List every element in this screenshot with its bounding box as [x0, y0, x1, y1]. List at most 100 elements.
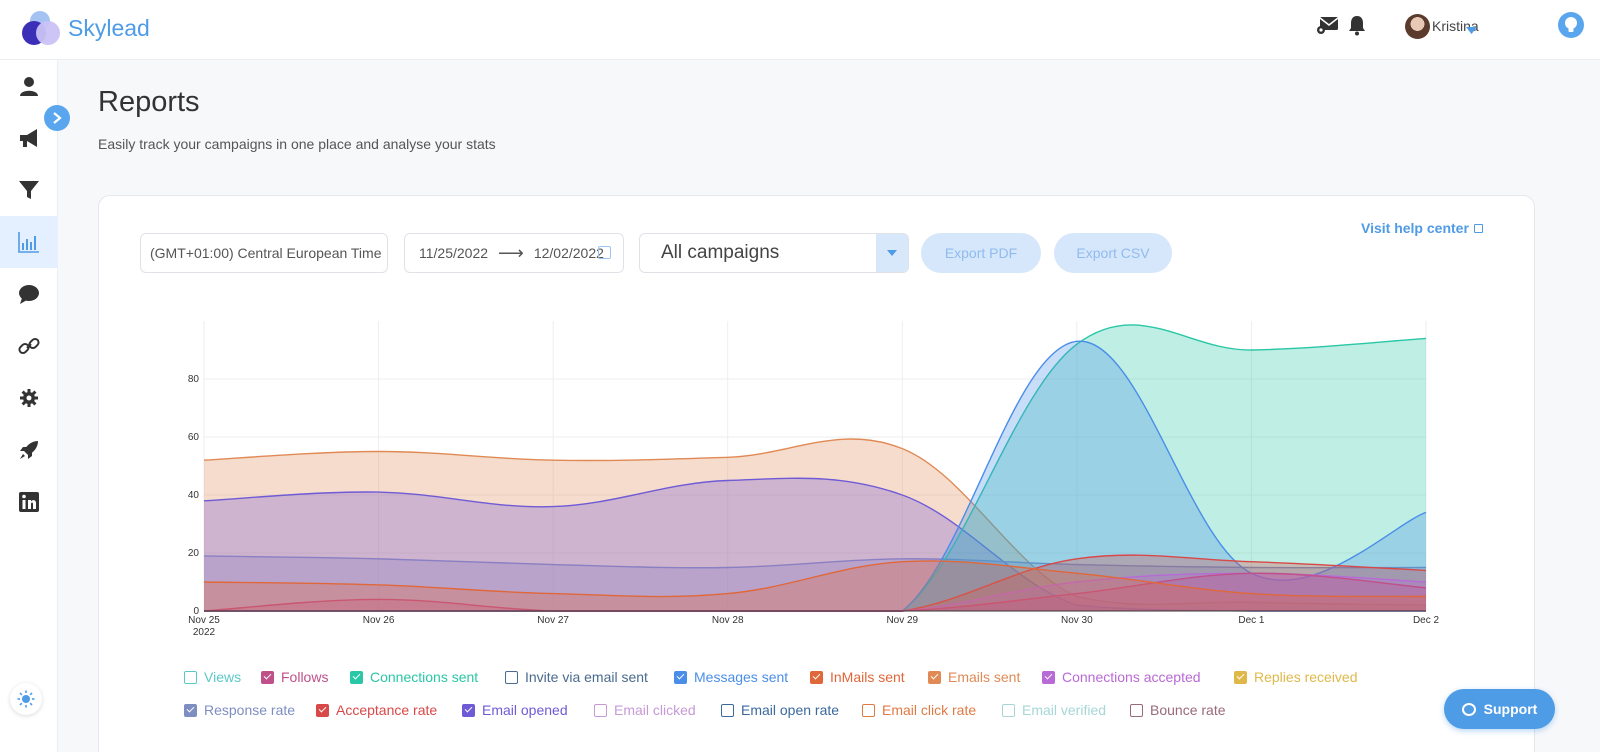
- report-card: (GMT+01:00) Central European Time 11/25/…: [98, 195, 1535, 752]
- legend-checkbox[interactable]: [810, 670, 823, 684]
- legend-checkbox[interactable]: [594, 703, 607, 717]
- user-name[interactable]: Kristina: [1432, 18, 1479, 34]
- legend-item-invite-via-email-sent[interactable]: Invite via email sent: [505, 669, 648, 685]
- legend-item-emails-sent[interactable]: Emails sent: [928, 669, 1020, 685]
- lightbulb-icon[interactable]: [1558, 12, 1584, 38]
- sidebar-item-settings[interactable]: [0, 372, 58, 424]
- legend-checkbox[interactable]: [316, 703, 329, 717]
- chevron-down-icon[interactable]: [876, 234, 908, 272]
- legend-checkbox[interactable]: [1002, 703, 1015, 717]
- app-name: Skylead: [68, 14, 150, 41]
- x-tick-label: Nov 28: [712, 615, 744, 626]
- bell-icon[interactable]: [1348, 14, 1366, 41]
- chevron-down-icon[interactable]: [1466, 22, 1477, 40]
- sidebar-item-profile[interactable]: [0, 60, 58, 112]
- legend-label: Bounce rate: [1150, 702, 1226, 718]
- series-line-inmails-sent: [203, 560, 1427, 598]
- external-link-icon: [1473, 224, 1483, 233]
- legend-item-connections-accepted[interactable]: Connections accepted: [1042, 669, 1201, 685]
- sidebar-item-linkedin[interactable]: [0, 476, 58, 528]
- legend-label: Follows: [281, 669, 329, 685]
- legend-checkbox[interactable]: [1234, 670, 1247, 684]
- legend-item-email-clicked[interactable]: Email clicked: [594, 702, 696, 718]
- filter-icon: [19, 181, 39, 199]
- legend-item-bounce-rate[interactable]: Bounce rate: [1130, 702, 1226, 718]
- date-range-picker[interactable]: 11/25/2022 ⟶ 12/02/2022: [404, 233, 624, 273]
- x-tick-label: Nov 26: [363, 615, 395, 626]
- x-tick-label: Nov 30: [1061, 615, 1093, 626]
- calendar-icon: [598, 246, 611, 259]
- sidebar-item-reports[interactable]: [0, 216, 58, 268]
- legend-item-acceptance-rate[interactable]: Acceptance rate: [316, 702, 437, 718]
- chat-bubble-icon: [1461, 702, 1476, 716]
- legend-checkbox[interactable]: [721, 703, 734, 717]
- chart-legend-row-2: Response rate Acceptance rate Email opened…: [184, 702, 1384, 722]
- legend-label: Email clicked: [614, 702, 696, 718]
- x-tick-label: Dec 1: [1238, 615, 1265, 626]
- campaign-value: All campaigns: [661, 242, 780, 263]
- sidebar-expand-button[interactable]: [44, 105, 70, 131]
- legend-label: Response rate: [204, 702, 296, 718]
- page-subtitle: Easily track your campaigns in one place…: [98, 136, 496, 152]
- series-area-acceptance-rate: [204, 555, 1426, 611]
- sidebar-item-filter[interactable]: [0, 164, 58, 216]
- app-logo[interactable]: Skylead: [20, 8, 150, 48]
- legend-label: Emails sent: [948, 669, 1021, 685]
- legend-checkbox[interactable]: [862, 703, 875, 717]
- legend-checkbox[interactable]: [261, 670, 274, 684]
- legend-checkbox[interactable]: [928, 670, 941, 684]
- legend-checkbox[interactable]: [1042, 670, 1055, 684]
- sidebar-item-inbox[interactable]: [0, 268, 58, 320]
- series-area-inmails-sent: [204, 560, 1426, 611]
- x-tick-label: Nov 25: [188, 615, 220, 626]
- help-center-link[interactable]: Visit help center: [1361, 220, 1483, 236]
- legend-item-connections-sent[interactable]: Connections sent: [350, 669, 478, 685]
- x-tick-label: Nov 29: [886, 615, 918, 626]
- export-csv-button[interactable]: Export CSV: [1054, 233, 1172, 273]
- legend-label: Acceptance rate: [336, 702, 438, 718]
- legend-label: Email open rate: [741, 702, 840, 718]
- legend-checkbox[interactable]: [674, 670, 687, 684]
- legend-label: Email opened: [482, 702, 568, 718]
- legend-label: Views: [204, 669, 242, 685]
- timezone-select[interactable]: (GMT+01:00) Central European Time: [140, 233, 388, 273]
- mail-icon[interactable]: [1316, 14, 1340, 41]
- theme-toggle[interactable]: [10, 683, 42, 715]
- avatar[interactable]: [1405, 14, 1430, 39]
- sidebar-item-launch[interactable]: [0, 424, 58, 476]
- sidebar-item-integrations[interactable]: [0, 320, 58, 372]
- legend-checkbox[interactable]: [184, 703, 197, 717]
- legend-item-email-click-rate[interactable]: Email click rate: [862, 702, 976, 718]
- sidebar-item-campaigns[interactable]: [0, 112, 58, 164]
- legend-item-messages-sent[interactable]: Messages sent: [674, 669, 788, 685]
- support-button[interactable]: Support: [1444, 689, 1555, 729]
- legend-item-email-opened[interactable]: Email opened: [462, 702, 568, 718]
- legend-checkbox[interactable]: [505, 670, 518, 684]
- help-center-label: Visit help center: [1361, 220, 1469, 236]
- campaign-select[interactable]: All campaigns: [639, 233, 909, 273]
- series-line-response-rate: [203, 555, 1427, 569]
- series-area-response-rate: [204, 555, 1426, 611]
- legend-item-follows[interactable]: Follows: [261, 669, 328, 685]
- legend-checkbox[interactable]: [184, 670, 197, 684]
- series-area-connections-sent: [204, 324, 1426, 611]
- export-pdf-button[interactable]: Export PDF: [921, 233, 1041, 273]
- legend-item-email-open-rate[interactable]: Email open rate: [721, 702, 839, 718]
- arrow-right-icon: ⟶: [498, 242, 524, 263]
- stats-chart: 0 20 40 60 80 Nov 25 Nov 26 Nov 27 Nov 28 Nov 29 N…: [188, 321, 1439, 638]
- legend-checkbox[interactable]: [350, 670, 363, 684]
- y-tick-label: 20: [188, 548, 200, 559]
- legend-item-email-verified[interactable]: Email verified: [1002, 702, 1106, 718]
- legend-checkbox[interactable]: [1130, 703, 1143, 717]
- chat-icon: [19, 285, 39, 304]
- y-tick-label: 80: [188, 374, 200, 385]
- legend-checkbox[interactable]: [462, 703, 475, 717]
- y-tick-label: 0: [193, 606, 199, 617]
- legend-item-response-rate[interactable]: Response rate: [184, 702, 295, 718]
- series-area-follows: [204, 573, 1426, 611]
- legend-item-replies-received[interactable]: Replies received: [1234, 669, 1358, 685]
- series-area-connections-accepted: [204, 573, 1426, 611]
- legend-item-inmails-sent[interactable]: InMails sent: [810, 669, 905, 685]
- legend-item-views[interactable]: Views: [184, 669, 241, 685]
- megaphone-icon: [20, 129, 37, 147]
